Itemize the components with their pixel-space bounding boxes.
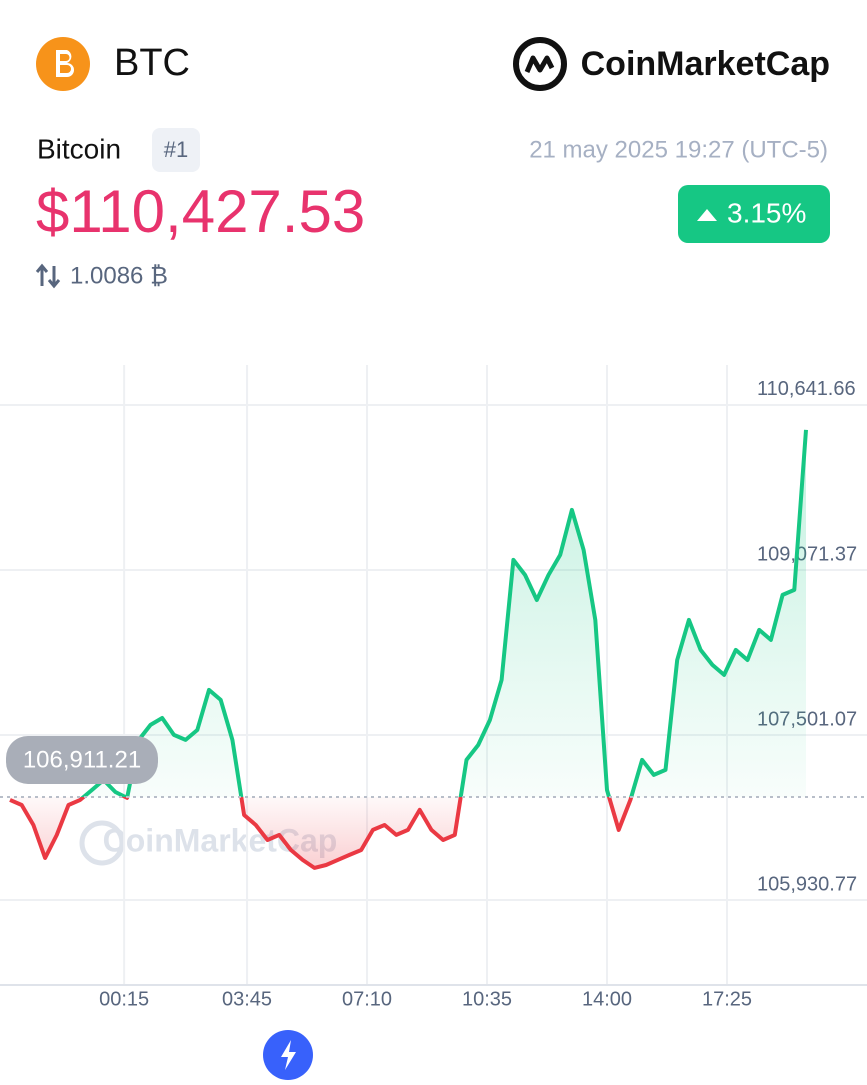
cmc-logo — [513, 37, 567, 91]
chart: CoinMarketCap 110,641.66109,071.37107,50… — [0, 365, 867, 1010]
watermark-logo — [79, 820, 125, 866]
lightning-icon — [281, 1040, 296, 1070]
price: $110,427.53 — [36, 178, 365, 245]
x-tick-label: 07:10 — [342, 988, 392, 1010]
y-tick-label: 105,930.77 — [757, 873, 857, 895]
btc-glyph — [56, 50, 74, 77]
change: 3.15% — [727, 197, 806, 228]
x-tick-label: 10:35 — [462, 988, 512, 1010]
price-line — [9, 429, 808, 870]
swap-icon — [35, 263, 61, 289]
baseline-label: 106,911.21 — [23, 746, 141, 773]
cmc-logo-mark — [524, 55, 555, 73]
up-triangle — [697, 209, 717, 221]
y-tick-label: 110,641.66 — [757, 378, 856, 400]
btc-value: 1.0086 ₿ — [70, 262, 168, 289]
baseline-pill — [6, 735, 158, 784]
header: BTC CoinMarketCap Bitcoin #1 21 may 2025… — [35, 37, 830, 289]
x-tick-label: 03:45 — [222, 988, 272, 1010]
x-tick-label: 17:25 — [702, 988, 752, 1010]
symbol: BTC — [114, 42, 190, 84]
rank: #1 — [164, 137, 188, 162]
x-tick-label: 14:00 — [582, 988, 632, 1010]
change-pill — [678, 185, 830, 243]
brand: CoinMarketCap — [581, 45, 830, 83]
timestamp: 21 may 2025 19:27 (UTC-5) — [529, 136, 828, 163]
y-tick-label: 109,071.37 — [757, 543, 857, 565]
rank-pill — [152, 128, 200, 172]
coin-name: Bitcoin — [37, 133, 121, 164]
area — [10, 429, 806, 868]
x-tick-label: 00:15 — [99, 988, 149, 1010]
